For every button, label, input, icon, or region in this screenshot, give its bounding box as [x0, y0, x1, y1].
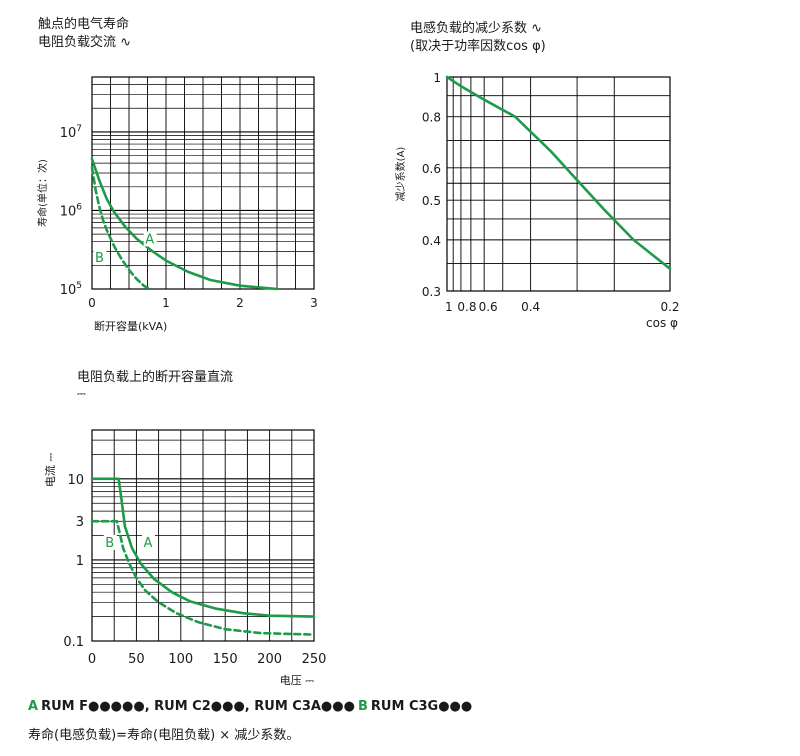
- legend-b-text: RUM C3G●●●: [370, 699, 473, 714]
- x-axis-label: cos φ: [646, 316, 678, 330]
- chart3-title-line1: 电阻负载上的断开容量直流: [77, 370, 234, 385]
- y-axis-label: 减少系数(A): [394, 147, 407, 202]
- legend-a: A RUM F●●●●●, RUM C2●●●, RUM C3A●●●: [28, 699, 355, 714]
- x-tick-label: 200: [257, 652, 282, 667]
- x-tick-label: 0.2: [660, 300, 679, 314]
- x-tick-label: 50: [128, 652, 145, 667]
- series-label-b: B: [105, 536, 114, 551]
- series-label-bg: [93, 250, 107, 266]
- legend-a-text: RUM F●●●●●, RUM C2●●●, RUM C3A●●●: [41, 699, 355, 714]
- y-tick-label: 0.3: [422, 285, 441, 299]
- y-tick-label: 0.1: [63, 635, 84, 650]
- legend-b-key: B: [358, 699, 368, 714]
- legend-b: B RUM C3G●●●: [358, 699, 472, 714]
- x-tick-label: 3: [310, 296, 318, 310]
- series-label-a: A: [143, 536, 152, 551]
- x-tick-label: 2: [236, 296, 244, 310]
- series-label-bg: [103, 534, 117, 550]
- x-tick-label: 1: [162, 296, 170, 310]
- y-tick-label: 105: [60, 281, 82, 298]
- x-tick-label: 0.6: [479, 300, 498, 314]
- chart2-title-line1: 电感负载的减少系数 ∿: [410, 21, 543, 36]
- x-axis-label: 断开容量(kVA): [94, 319, 167, 333]
- x-axis-label: 电压 ⎓: [280, 674, 314, 687]
- y-tick-label: 107: [60, 124, 82, 141]
- x-tick-label: 100: [168, 652, 193, 667]
- x-tick-label: 250: [302, 652, 327, 667]
- footnote: 寿命(电感负载)=寿命(电阻负载) × 减少系数。: [28, 728, 300, 743]
- chart3-title-line2: ⎓: [77, 387, 86, 400]
- y-tick-label: 3: [76, 515, 84, 530]
- x-tick-label: 150: [213, 652, 238, 667]
- chart1-title-line2: 电阻负载交流 ∿: [38, 35, 132, 50]
- plot-frame: [91, 76, 315, 290]
- series-label-b: B: [95, 251, 104, 266]
- x-tick-label: 0: [88, 296, 96, 310]
- series-label-bg: [143, 231, 157, 247]
- x-tick-label: 0: [88, 652, 96, 667]
- y-tick-label: 106: [60, 202, 83, 219]
- x-tick-label: 0.8: [457, 300, 476, 314]
- chart2-title-line2: (取决于功率因数cos φ): [410, 39, 546, 54]
- y-tick-label: 0.5: [422, 194, 441, 208]
- y-tick-label: 0.6: [422, 162, 441, 176]
- y-tick-label: 1: [433, 71, 441, 85]
- y-axis-label: 电流 ⎓: [43, 453, 57, 487]
- x-tick-label: 0.4: [521, 300, 540, 314]
- legend-a-key: A: [28, 699, 39, 714]
- x-tick-label: 1: [445, 300, 453, 314]
- series-label-a: A: [145, 232, 154, 247]
- y-tick-label: 0.8: [422, 111, 441, 125]
- charts-canvas: 0 1 2 3 105 106 107 断开容量(kVA) 寿命(单位：次) A B 0.3 0.4 0.…: [36, 71, 680, 687]
- y-tick-label: 0.4: [422, 234, 441, 248]
- series-b-line: [90, 166, 151, 291]
- y-axis-label: 寿命(单位：次): [36, 159, 49, 227]
- plot-frame: [446, 76, 671, 292]
- y-tick-label: 1: [76, 554, 84, 569]
- series-b-line: [90, 519, 316, 636]
- series-label-bg: [141, 534, 155, 550]
- chart1-title-line1: 触点的电气寿命: [38, 17, 130, 32]
- y-tick-label: 10: [67, 473, 84, 488]
- plot-frame: [91, 429, 315, 642]
- series-a-line: [90, 477, 316, 618]
- reduction-factor-line: [445, 75, 672, 271]
